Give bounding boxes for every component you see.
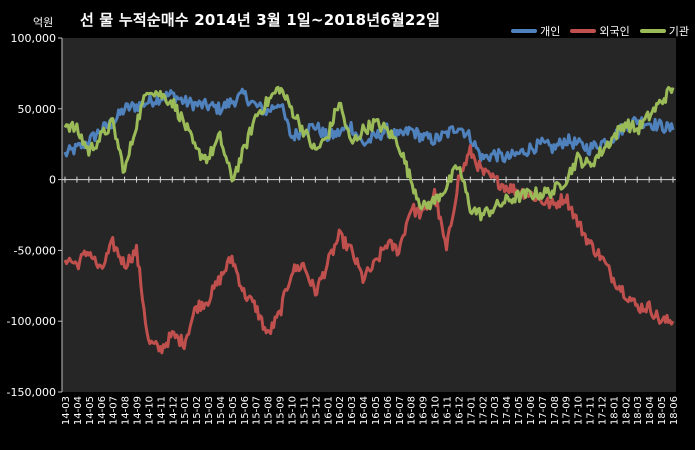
x-tick-label: 16-05 [371, 396, 382, 425]
legend-item-individual: 개인 [511, 23, 560, 39]
x-tick-label: 17-09 [562, 396, 573, 425]
x-tick-label: 17-10 [574, 396, 585, 425]
legend-item-institution: 기관 [639, 23, 689, 39]
x-tick-label: 17-03 [490, 396, 501, 425]
y-tick-label: -150,000 [7, 386, 56, 399]
y-tick-label: 50,000 [18, 103, 57, 116]
legend-label-individual: 개인 [540, 25, 561, 38]
series-line-1 [63, 144, 675, 355]
x-tick-label: 16-01 [323, 396, 334, 425]
x-tick-label: 15-09 [276, 396, 287, 425]
x-tick-label: 18-06 [669, 396, 680, 425]
x-tick-label: 14-08 [121, 396, 132, 425]
x-tick-label: 18-05 [657, 396, 668, 425]
x-tick-label: 17-11 [586, 396, 597, 425]
series-line-2 [63, 85, 675, 222]
x-axis: 14-03 14-04 14-05 14-06 14-07 14-08 14-09 14-10… [61, 176, 680, 425]
legend-item-foreign: 외국인 [570, 23, 630, 39]
x-tick-label: 15-10 [288, 396, 299, 425]
x-tick-label: 16-03 [347, 396, 358, 425]
x-tick-label: 15-05 [228, 396, 239, 425]
x-tick-label: 17-04 [502, 396, 513, 425]
x-tick-label: 14-11 [156, 396, 167, 425]
x-tick-label: 15-02 [192, 396, 203, 425]
y-axis: 100,000 50,000 0 -50,000 -100,000 -150,000 [7, 32, 63, 399]
x-tick-label: 16-12 [454, 396, 465, 425]
x-tick-label: 17-05 [514, 396, 525, 425]
x-tick-label: 16-07 [395, 396, 406, 425]
x-tick-label: 17-12 [597, 396, 608, 425]
x-tick-label: 16-06 [383, 396, 394, 425]
legend-label-foreign: 외국인 [599, 25, 630, 38]
x-tick-label: 17-02 [478, 396, 489, 425]
x-tick-label: 15-06 [240, 396, 251, 425]
x-tick-label: 18-03 [633, 396, 644, 425]
x-tick-label: 14-06 [97, 396, 108, 425]
x-tick-label: 17-06 [526, 396, 537, 425]
x-tick-label: 14-05 [85, 396, 96, 425]
x-tick-label: 14-12 [168, 396, 179, 425]
x-tick-label: 14-07 [109, 396, 120, 425]
x-tick-label: 14-03 [61, 396, 72, 425]
x-tick-label: 18-01 [609, 396, 620, 425]
x-tick-label: 14-10 [144, 396, 155, 425]
chart-title: 선 물 누적순매수 2014년 3월 1일~2018년6월22일 [80, 11, 441, 29]
x-tick-label: 16-10 [431, 396, 442, 425]
plot-area-background [62, 38, 676, 392]
y-tick-label: 100,000 [11, 32, 57, 45]
x-tick-label: 17-07 [538, 396, 549, 425]
x-tick-label: 15-07 [252, 396, 263, 425]
x-tick-label: 14-09 [133, 396, 144, 425]
series-layer [63, 85, 675, 355]
x-tick-label: 15-08 [264, 396, 275, 425]
x-tick-label: 14-04 [73, 396, 84, 425]
x-tick-label: 16-04 [359, 396, 370, 425]
series-line-0 [63, 87, 675, 164]
x-tick-label: 18-04 [645, 396, 656, 425]
legend-label-institution: 기관 [668, 25, 689, 38]
y-tick-label: -50,000 [14, 244, 56, 257]
x-tick-label: 16-08 [407, 396, 418, 425]
y-unit-label: 억원 [33, 16, 54, 29]
x-tick-label: 15-04 [216, 396, 227, 425]
x-tick-label: 16-09 [419, 396, 430, 425]
x-tick-label: 18-02 [621, 396, 632, 425]
x-tick-label: 16-11 [442, 396, 453, 425]
x-tick-label: 15-12 [311, 396, 322, 425]
x-tick-label: 15-11 [299, 396, 310, 425]
x-tick-label: 17-01 [466, 396, 477, 425]
x-tick-label: 15-01 [180, 396, 191, 425]
x-tick-label: 16-02 [335, 396, 346, 425]
y-tick-label: -100,000 [7, 315, 56, 328]
legend-swatch-institution [639, 29, 666, 33]
x-tick-label: 17-08 [550, 396, 561, 425]
x-tick-label: 15-03 [204, 396, 215, 425]
legend-swatch-individual [511, 29, 538, 33]
legend-swatch-foreign [570, 29, 597, 33]
y-tick-label: 0 [49, 174, 56, 187]
legend: 개인 외국인 기관 [511, 23, 689, 39]
